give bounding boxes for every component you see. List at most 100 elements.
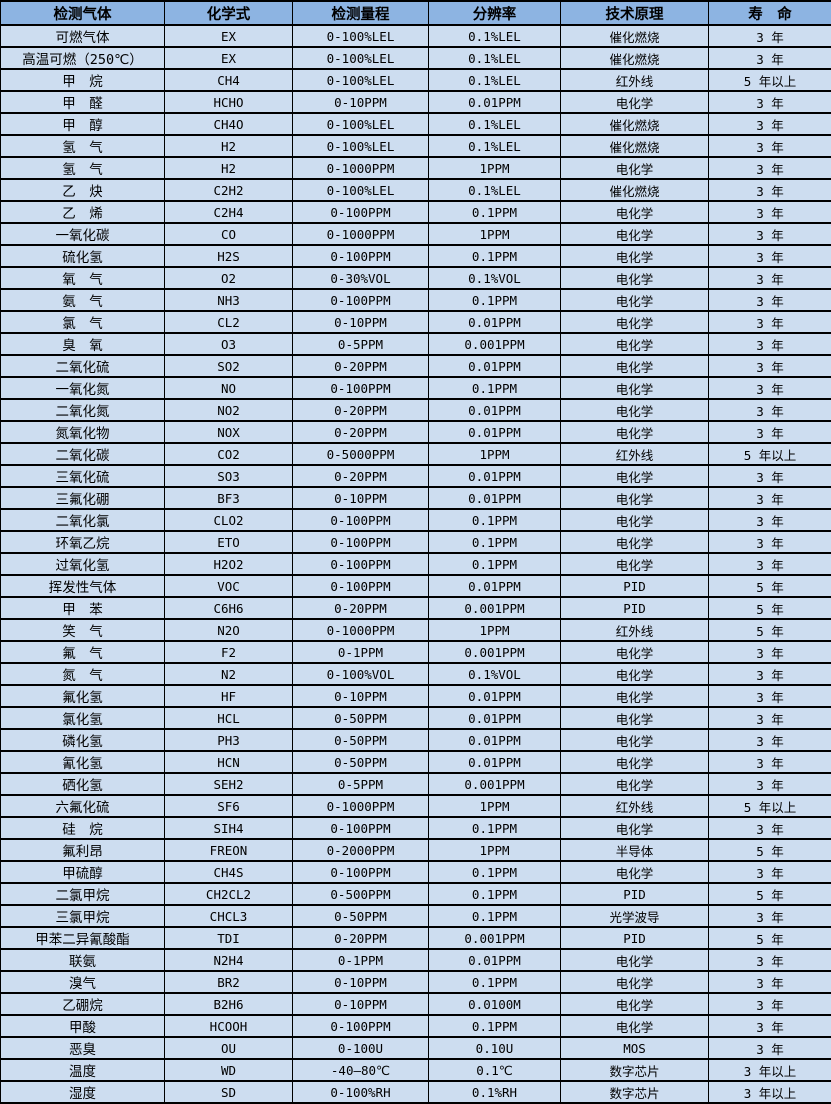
cell-gas: 二氧化氯 xyxy=(1,509,165,531)
cell-lifespan: 5 年 xyxy=(709,927,831,949)
cell-formula: OU xyxy=(165,1037,293,1059)
cell-formula: BR2 xyxy=(165,971,293,993)
cell-lifespan: 3 年以上 xyxy=(709,1059,831,1081)
cell-gas: 甲 醇 xyxy=(1,113,165,135)
cell-gas: 恶臭 xyxy=(1,1037,165,1059)
cell-principle: 电化学 xyxy=(561,223,709,245)
cell-principle: 电化学 xyxy=(561,201,709,223)
cell-principle: 催化燃烧 xyxy=(561,25,709,47)
cell-gas: 湿度 xyxy=(1,1081,165,1103)
cell-range: 0-100PPM xyxy=(293,817,429,839)
cell-formula: NO xyxy=(165,377,293,399)
cell-range: 0-50PPM xyxy=(293,729,429,751)
cell-gas: 氯化氢 xyxy=(1,707,165,729)
cell-gas: 三氟化硼 xyxy=(1,487,165,509)
cell-lifespan: 3 年 xyxy=(709,1015,831,1037)
cell-range: 0-100PPM xyxy=(293,201,429,223)
column-header-resolution: 分辨率 xyxy=(429,1,561,25)
cell-range: 0-20PPM xyxy=(293,421,429,443)
cell-resolution: 0.1PPM xyxy=(429,971,561,993)
cell-resolution: 0.1%VOL xyxy=(429,267,561,289)
cell-formula: B2H6 xyxy=(165,993,293,1015)
column-header-formula: 化学式 xyxy=(165,1,293,25)
cell-principle: 电化学 xyxy=(561,267,709,289)
column-header-principle: 技术原理 xyxy=(561,1,709,25)
cell-formula: HCHO xyxy=(165,91,293,113)
cell-lifespan: 3 年 xyxy=(709,861,831,883)
cell-lifespan: 3 年 xyxy=(709,135,831,157)
cell-principle: 催化燃烧 xyxy=(561,179,709,201)
cell-formula: BF3 xyxy=(165,487,293,509)
cell-resolution: 0.1PPM xyxy=(429,905,561,927)
cell-resolution: 0.1PPM xyxy=(429,1015,561,1037)
cell-gas: 氟利昂 xyxy=(1,839,165,861)
cell-principle: 催化燃烧 xyxy=(561,135,709,157)
cell-range: 0-100PPM xyxy=(293,509,429,531)
cell-formula: CL2 xyxy=(165,311,293,333)
cell-range: 0-1000PPM xyxy=(293,157,429,179)
cell-lifespan: 3 年 xyxy=(709,949,831,971)
cell-lifespan: 3 年 xyxy=(709,663,831,685)
cell-formula: CO2 xyxy=(165,443,293,465)
column-header-lifespan: 寿 命 xyxy=(709,1,831,25)
cell-gas: 氟化氢 xyxy=(1,685,165,707)
cell-principle: 电化学 xyxy=(561,91,709,113)
cell-formula: CH2CL2 xyxy=(165,883,293,905)
header-row: 检测气体化学式检测量程分辨率技术原理寿 命 xyxy=(1,1,831,25)
cell-lifespan: 3 年 xyxy=(709,685,831,707)
cell-gas: 甲苯二异氰酸酯 xyxy=(1,927,165,949)
cell-principle: 电化学 xyxy=(561,685,709,707)
cell-range: 0-5000PPM xyxy=(293,443,429,465)
cell-lifespan: 5 年以上 xyxy=(709,795,831,817)
cell-lifespan: 3 年 xyxy=(709,223,831,245)
cell-principle: PID xyxy=(561,883,709,905)
cell-lifespan: 3 年 xyxy=(709,179,831,201)
cell-lifespan: 3 年 xyxy=(709,157,831,179)
cell-resolution: 0.1PPM xyxy=(429,531,561,553)
cell-lifespan: 3 年 xyxy=(709,751,831,773)
cell-gas: 硒化氢 xyxy=(1,773,165,795)
cell-formula: SO2 xyxy=(165,355,293,377)
cell-resolution: 0.1%VOL xyxy=(429,663,561,685)
cell-range: 0-10PPM xyxy=(293,971,429,993)
cell-range: 0-1000PPM xyxy=(293,223,429,245)
cell-resolution: 0.01PPM xyxy=(429,465,561,487)
cell-gas: 二氧化碳 xyxy=(1,443,165,465)
cell-lifespan: 5 年 xyxy=(709,597,831,619)
cell-formula: SIH4 xyxy=(165,817,293,839)
cell-gas: 氧 气 xyxy=(1,267,165,289)
cell-gas: 可燃气体 xyxy=(1,25,165,47)
cell-gas: 磷化氢 xyxy=(1,729,165,751)
cell-formula: C2H2 xyxy=(165,179,293,201)
cell-formula: F2 xyxy=(165,641,293,663)
cell-lifespan: 3 年 xyxy=(709,421,831,443)
cell-principle: 电化学 xyxy=(561,355,709,377)
cell-lifespan: 5 年 xyxy=(709,839,831,861)
cell-principle: 电化学 xyxy=(561,641,709,663)
cell-lifespan: 3 年 xyxy=(709,707,831,729)
cell-principle: 电化学 xyxy=(561,861,709,883)
cell-principle: PID xyxy=(561,575,709,597)
cell-formula: CH4O xyxy=(165,113,293,135)
cell-resolution: 1PPM xyxy=(429,795,561,817)
cell-lifespan: 3 年 xyxy=(709,399,831,421)
cell-gas: 乙 炔 xyxy=(1,179,165,201)
cell-formula: CLO2 xyxy=(165,509,293,531)
